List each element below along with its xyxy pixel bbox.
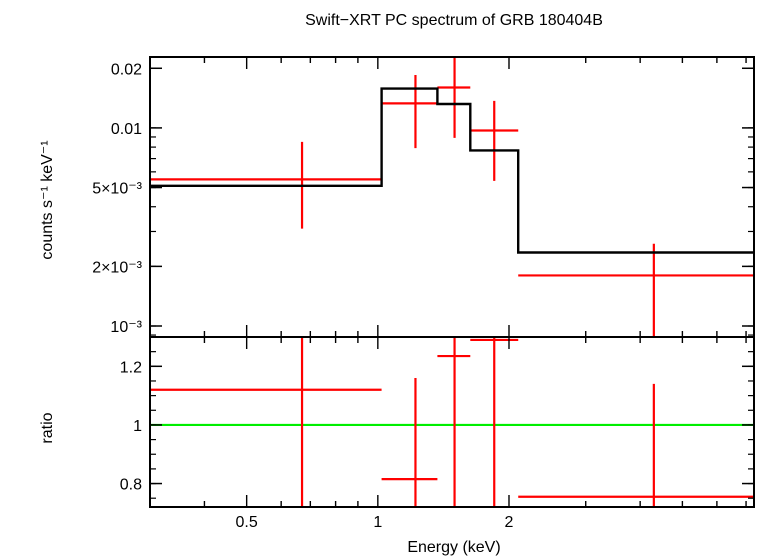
model-step-line — [150, 87, 754, 254]
y-tick-label: 2×10⁻³ — [92, 259, 142, 276]
x-tick-label: 0.5 — [236, 514, 258, 531]
y-tick-label: 5×10⁻³ — [92, 181, 142, 198]
panel-frame — [149, 336, 755, 508]
data-point-4 — [518, 243, 754, 337]
ratio-point-0 — [150, 337, 382, 507]
panel-frame — [149, 56, 755, 338]
y-tick-label: 10⁻³ — [110, 319, 142, 336]
ratio-point-3 — [470, 337, 519, 507]
ratio-point-4 — [518, 383, 754, 507]
x-tick-labels: 0.5 1 2 — [236, 514, 514, 531]
data-point-1 — [381, 74, 438, 149]
data-point-2 — [437, 57, 471, 138]
x-axis-label: Energy (keV) — [407, 539, 500, 556]
data-point-3 — [470, 100, 519, 181]
x-tick-label: 2 — [505, 514, 514, 531]
ratio-point-1 — [381, 378, 438, 507]
ratio-panel: 1.2 1 0.8 — [120, 336, 755, 508]
y-tick-label: 1.2 — [120, 359, 142, 376]
y-tick-label: 0.8 — [120, 477, 142, 494]
y-tick-label: 0.02 — [111, 61, 142, 78]
y-tick-label: 0.01 — [111, 121, 142, 138]
chart-title: Swift−XRT PC spectrum of GRB 180404B — [305, 12, 603, 29]
y-tick-label: 1 — [133, 418, 142, 435]
ratio-point-2 — [437, 337, 471, 507]
x-tick-label: 1 — [373, 514, 382, 531]
y-axis-label-spectrum: counts s⁻¹ keV⁻¹ — [39, 140, 56, 259]
y-axis-label-ratio: ratio — [39, 412, 56, 443]
spectrum-panel: 0.02 0.01 5×10⁻³ 2×10⁻³ 10⁻³ — [92, 56, 755, 338]
